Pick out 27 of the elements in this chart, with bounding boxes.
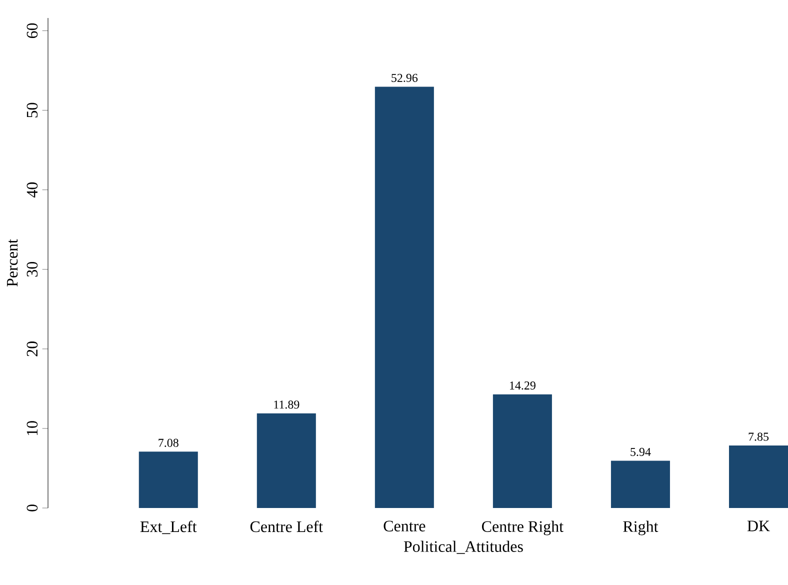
x-axis-title: Political_Attitudes [404,540,523,554]
bar [610,460,670,508]
y-tick-label: 60 [26,23,38,38]
data-label: 52.96 [392,74,418,82]
bar [256,413,316,508]
y-tick-label: 20 [26,342,38,356]
data-label: 5.94 [630,448,651,456]
x-tick-label: Ext_Left [140,520,197,534]
y-tick-label: 50 [26,102,38,118]
y-tick-label: 0 [26,504,38,512]
x-tick-label: Right [623,520,658,536]
x-tick-label: DK [747,520,770,532]
data-label: 11.89 [274,400,300,409]
y-tick-label: 40 [26,182,38,198]
x-tick-label: Centre Left [250,520,323,532]
data-label: 14.29 [510,382,536,390]
bar [492,394,552,508]
x-tick-label: Centre Right [482,520,564,536]
bar [374,86,434,508]
y-tick-label: 10 [26,421,38,436]
y-axis-title: Percent [7,239,18,287]
data-label: 7.85 [748,432,769,441]
x-tick-label: Centre [384,520,426,532]
bar [728,446,788,508]
data-label: 7.08 [158,438,178,447]
bar [138,452,198,508]
y-tick-label: 30 [26,262,38,277]
